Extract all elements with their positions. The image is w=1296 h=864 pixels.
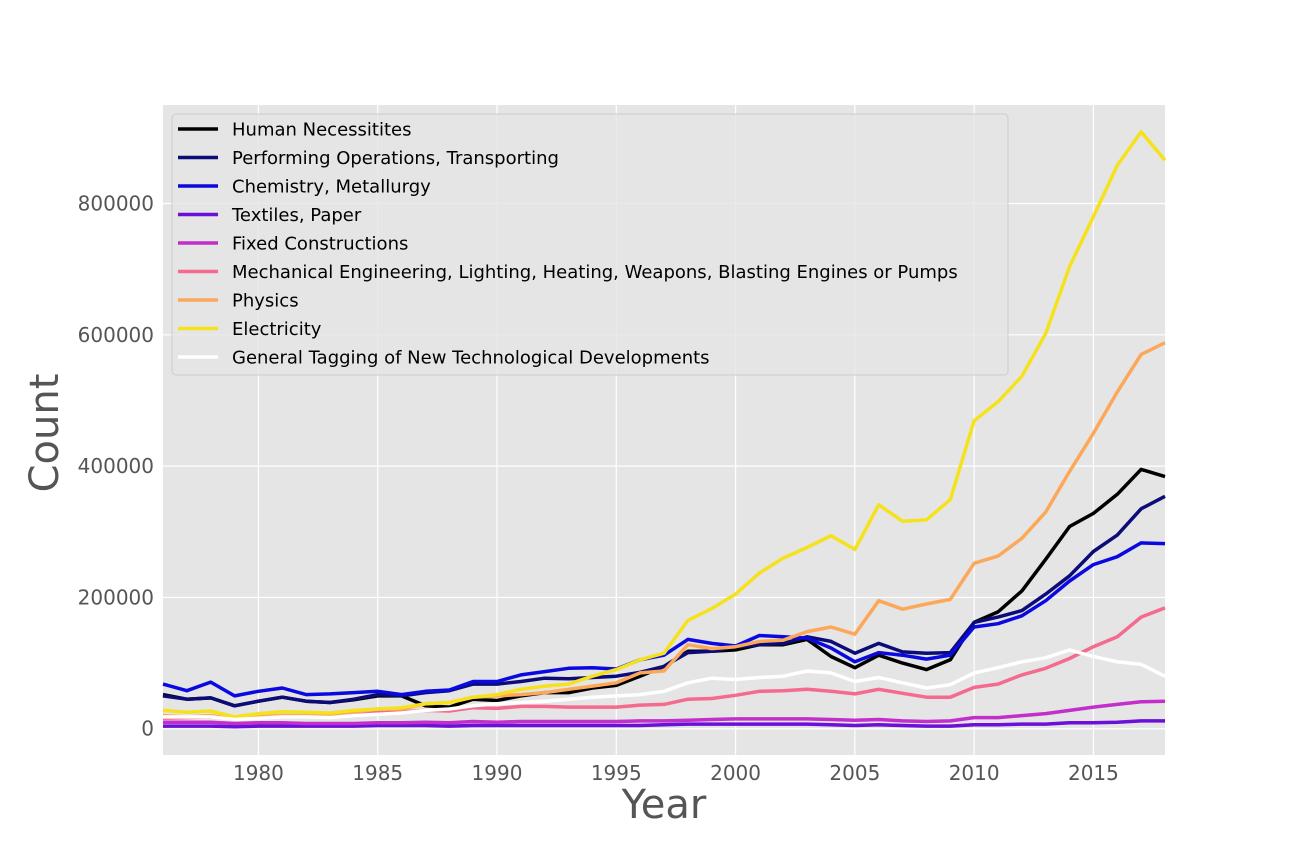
x-tick-label: 2015: [1068, 761, 1119, 785]
legend-label-3: Textiles, Paper: [231, 205, 362, 226]
y-tick-labels: 0 200000 400000 600000 800000: [78, 191, 154, 740]
legend-label-5: Mechanical Engineering, Lighting, Heatin…: [232, 262, 958, 283]
y-tick-label: 200000: [78, 585, 154, 609]
legend-label-0: Human Necessitites: [232, 120, 411, 141]
legend: Human Necessitites Performing Operations,…: [172, 114, 1008, 375]
x-tick-label: 2005: [829, 761, 880, 785]
legend-label-4: Fixed Constructions: [232, 234, 408, 255]
legend-label-2: Chemistry, Metallurgy: [232, 177, 431, 198]
legend-label-8: General Tagging of New Technological Dev…: [232, 348, 710, 369]
y-tick-label: 800000: [78, 191, 154, 215]
x-tick-label: 1980: [233, 761, 284, 785]
x-tick-label: 1990: [472, 761, 523, 785]
x-axis-title: Year: [621, 782, 707, 828]
x-tick-label: 2000: [710, 761, 761, 785]
y-tick-label: 600000: [78, 323, 154, 347]
y-axis-title: Count: [22, 374, 68, 493]
legend-label-7: Electricity: [232, 319, 322, 340]
y-tick-label: 0: [141, 717, 154, 741]
x-tick-label: 2010: [949, 761, 1000, 785]
legend-label-1: Performing Operations, Transporting: [232, 148, 559, 169]
legend-label-6: Physics: [232, 291, 299, 312]
x-tick-label: 1985: [352, 761, 403, 785]
y-tick-label: 400000: [78, 454, 154, 478]
